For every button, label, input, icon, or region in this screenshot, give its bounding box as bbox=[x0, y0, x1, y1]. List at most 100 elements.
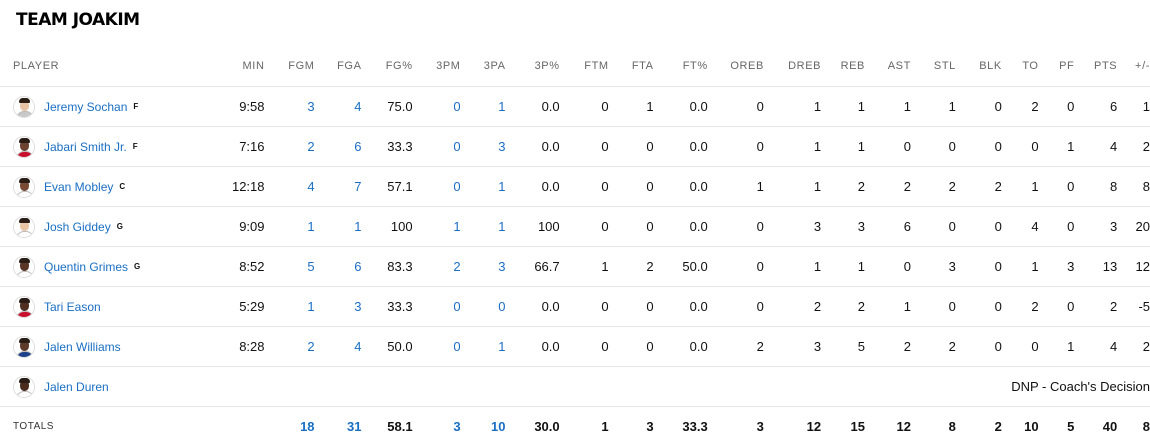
total-fga[interactable]: 31 bbox=[315, 407, 362, 445]
total-ftm: 1 bbox=[560, 407, 609, 445]
stat-pts: 4 bbox=[1074, 127, 1117, 167]
total-3pa[interactable]: 10 bbox=[461, 407, 506, 445]
column-header-pts[interactable]: PTS bbox=[1074, 46, 1117, 87]
player-name-link[interactable]: Josh Giddey bbox=[44, 220, 111, 234]
stat-3pa[interactable]: 1 bbox=[461, 327, 506, 367]
player-name-link[interactable]: Tari Eason bbox=[44, 300, 101, 314]
stat-3pm[interactable]: 2 bbox=[413, 247, 461, 287]
stat-3pa[interactable]: 3 bbox=[461, 247, 506, 287]
column-header-fg[interactable]: FG% bbox=[362, 46, 413, 87]
total-dreb: 12 bbox=[764, 407, 821, 445]
stat-blk: 0 bbox=[956, 327, 1002, 367]
stat-fga[interactable]: 6 bbox=[315, 247, 362, 287]
column-header-reb[interactable]: REB bbox=[821, 46, 865, 87]
total-fgm[interactable]: 18 bbox=[265, 407, 315, 445]
column-header-3pm[interactable]: 3PM bbox=[413, 46, 461, 87]
stat-blk: 0 bbox=[956, 287, 1002, 327]
stat-pts: 4 bbox=[1074, 327, 1117, 367]
stat-3pm[interactable]: 0 bbox=[413, 167, 461, 207]
player-name-link[interactable]: Jeremy Sochan bbox=[44, 100, 127, 114]
player-headshot-avatar bbox=[13, 136, 35, 158]
stat-fga[interactable]: 3 bbox=[315, 287, 362, 327]
stat-3pm[interactable]: 0 bbox=[413, 87, 461, 127]
stat-fgm[interactable]: 2 bbox=[265, 327, 315, 367]
column-header-ftm[interactable]: FTM bbox=[560, 46, 609, 87]
player-headshot-avatar bbox=[13, 256, 35, 278]
column-header-player[interactable]: PLAYER bbox=[0, 46, 222, 87]
column-header-fta[interactable]: FTA bbox=[609, 46, 654, 87]
stat-3pa[interactable]: 1 bbox=[461, 167, 506, 207]
stat-min: 12:18 bbox=[222, 167, 265, 207]
stat-oreb: 2 bbox=[708, 327, 764, 367]
stat-: 2 bbox=[1117, 127, 1150, 167]
stat-fgm[interactable]: 3 bbox=[265, 87, 315, 127]
column-header-fgm[interactable]: FGM bbox=[265, 46, 315, 87]
stat-fga[interactable]: 1 bbox=[315, 207, 362, 247]
stat-fgm[interactable]: 1 bbox=[265, 207, 315, 247]
stat-pf: 0 bbox=[1039, 287, 1075, 327]
stat-stl: 0 bbox=[911, 127, 956, 167]
stat-3pa[interactable]: 1 bbox=[461, 87, 506, 127]
column-header-ast[interactable]: AST bbox=[865, 46, 911, 87]
stat-stl: 0 bbox=[911, 287, 956, 327]
stat-ft: 0.0 bbox=[654, 87, 708, 127]
column-header-ft[interactable]: FT% bbox=[654, 46, 708, 87]
stat-fgm[interactable]: 1 bbox=[265, 287, 315, 327]
stat-blk: 0 bbox=[956, 207, 1002, 247]
total-blk: 2 bbox=[956, 407, 1002, 445]
stat-blk: 0 bbox=[956, 87, 1002, 127]
stat-3pm[interactable]: 0 bbox=[413, 287, 461, 327]
player-name-link[interactable]: Jalen Duren bbox=[44, 380, 109, 394]
total-to: 10 bbox=[1002, 407, 1039, 445]
stat-fga[interactable]: 7 bbox=[315, 167, 362, 207]
stat-blk: 0 bbox=[956, 127, 1002, 167]
column-header-[interactable]: +/- bbox=[1117, 46, 1150, 87]
stat-ft: 0.0 bbox=[654, 127, 708, 167]
stat-dreb: 2 bbox=[764, 287, 821, 327]
stat-fga[interactable]: 6 bbox=[315, 127, 362, 167]
stat-reb: 2 bbox=[821, 287, 865, 327]
column-header-blk[interactable]: BLK bbox=[956, 46, 1002, 87]
column-header-oreb[interactable]: OREB bbox=[708, 46, 764, 87]
player-name-link[interactable]: Evan Mobley bbox=[44, 180, 113, 194]
stat-3pa[interactable]: 3 bbox=[461, 127, 506, 167]
stat-3pa[interactable]: 1 bbox=[461, 207, 506, 247]
stat-fgm[interactable]: 2 bbox=[265, 127, 315, 167]
stat-fta: 0 bbox=[609, 327, 654, 367]
column-header-3pa[interactable]: 3PA bbox=[461, 46, 506, 87]
player-name-link[interactable]: Jabari Smith Jr. bbox=[44, 140, 127, 154]
stat-fgm[interactable]: 4 bbox=[265, 167, 315, 207]
column-header-stl[interactable]: STL bbox=[911, 46, 956, 87]
stat-fga[interactable]: 4 bbox=[315, 87, 362, 127]
stat-to: 1 bbox=[1002, 247, 1039, 287]
stat-ftm: 0 bbox=[560, 87, 609, 127]
stat-3pm[interactable]: 0 bbox=[413, 327, 461, 367]
column-header-fga[interactable]: FGA bbox=[315, 46, 362, 87]
stat-stl: 2 bbox=[911, 327, 956, 367]
column-header-pf[interactable]: PF bbox=[1039, 46, 1075, 87]
stat-dreb: 3 bbox=[764, 207, 821, 247]
stat-3pm[interactable]: 1 bbox=[413, 207, 461, 247]
column-header-3p[interactable]: 3P% bbox=[506, 46, 560, 87]
player-position: F bbox=[133, 102, 138, 111]
stat-3pm[interactable]: 0 bbox=[413, 127, 461, 167]
stat-blk: 2 bbox=[956, 167, 1002, 207]
column-header-min[interactable]: MIN bbox=[222, 46, 265, 87]
stat-reb: 2 bbox=[821, 167, 865, 207]
total-3pm[interactable]: 3 bbox=[413, 407, 461, 445]
total-min bbox=[222, 407, 265, 445]
player-name-link[interactable]: Jalen Williams bbox=[44, 340, 121, 354]
column-header-to[interactable]: TO bbox=[1002, 46, 1039, 87]
player-name-link[interactable]: Quentin Grimes bbox=[44, 260, 128, 274]
column-header-dreb[interactable]: DREB bbox=[764, 46, 821, 87]
player-headshot-avatar bbox=[13, 176, 35, 198]
stat-min: 7:16 bbox=[222, 127, 265, 167]
stat-fga[interactable]: 4 bbox=[315, 327, 362, 367]
stat-fgm[interactable]: 5 bbox=[265, 247, 315, 287]
stat-reb: 1 bbox=[821, 87, 865, 127]
stat-dreb: 3 bbox=[764, 327, 821, 367]
stat-3pa[interactable]: 0 bbox=[461, 287, 506, 327]
